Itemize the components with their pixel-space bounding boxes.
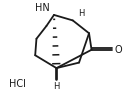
Text: H: H [78,9,84,18]
Text: HN: HN [35,3,50,13]
Text: HCl: HCl [9,79,26,89]
Text: H: H [53,82,60,91]
Text: O: O [114,45,122,55]
